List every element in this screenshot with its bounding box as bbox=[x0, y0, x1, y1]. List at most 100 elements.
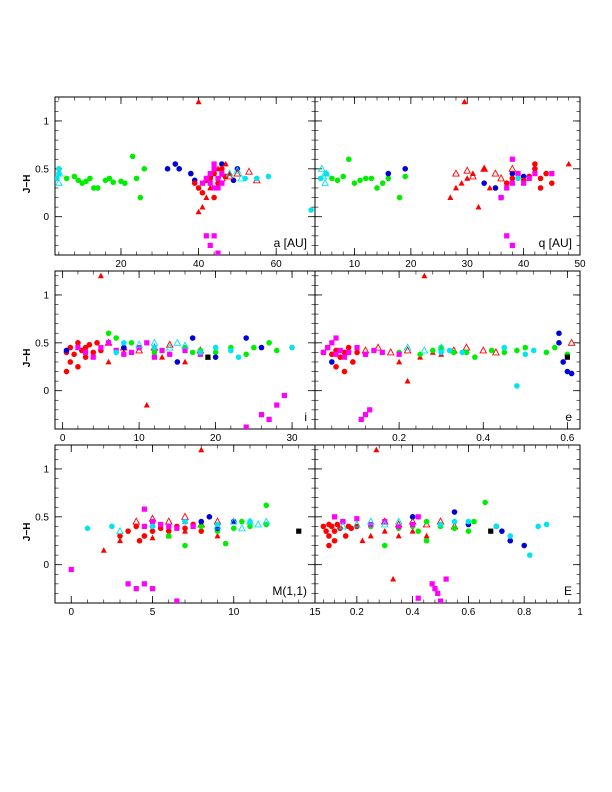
red-circle-point bbox=[354, 349, 360, 356]
red-circle-point bbox=[341, 349, 348, 356]
red-triangle-point bbox=[199, 203, 206, 210]
red-circle-point bbox=[117, 533, 123, 539]
x-tick-label: 0.4 bbox=[406, 607, 420, 618]
cyan-circle-point bbox=[308, 207, 314, 213]
magenta-square-point bbox=[203, 233, 209, 239]
panel-frame bbox=[314, 444, 581, 604]
cyan-circle-point bbox=[235, 354, 242, 360]
y-axis-label: J−H bbox=[22, 175, 33, 194]
magenta-square-point bbox=[320, 349, 327, 355]
magenta-square-point bbox=[371, 347, 377, 354]
red-triangle-point bbox=[143, 401, 150, 408]
y-tick-label: 0 bbox=[43, 560, 49, 571]
green-circle-point bbox=[106, 175, 113, 182]
x-tick-label: 5 bbox=[150, 607, 156, 618]
magenta-square-point bbox=[509, 180, 515, 186]
magenta-square-point bbox=[498, 194, 504, 201]
blue-circle-point bbox=[492, 185, 499, 191]
data-points bbox=[63, 272, 295, 429]
cyan-open-triangle-point bbox=[237, 523, 246, 532]
blue-circle-point bbox=[329, 359, 335, 365]
red-open-triangle-point bbox=[479, 346, 488, 354]
blue-circle-point bbox=[214, 525, 221, 532]
blue-circle-point bbox=[164, 166, 171, 172]
cyan-open-triangle-point bbox=[135, 340, 144, 348]
cyan-circle-point bbox=[56, 166, 62, 172]
x-tick-label: 20 bbox=[210, 433, 222, 444]
red-circle-point bbox=[71, 351, 77, 358]
magenta-square-point bbox=[174, 525, 180, 531]
cyan-circle-point bbox=[265, 173, 272, 180]
red-circle-point bbox=[82, 344, 89, 351]
red-triangle-point bbox=[404, 377, 411, 384]
y-tick-label: 1 bbox=[43, 464, 49, 475]
red-circle-point bbox=[331, 537, 338, 544]
cyan-open-triangle-point bbox=[352, 520, 361, 528]
x-tick-label: 0.8 bbox=[517, 607, 531, 618]
cyan-open-triangle-point bbox=[233, 166, 242, 174]
cyan-circle-point bbox=[113, 349, 119, 356]
magenta-square-point bbox=[144, 340, 150, 346]
red-triangle-point bbox=[359, 537, 366, 544]
red-triangle-point bbox=[461, 98, 468, 105]
green-circle-point bbox=[329, 175, 335, 182]
red-open-triangle-point bbox=[491, 348, 500, 356]
magenta-square-point bbox=[325, 345, 331, 351]
magenta-square-point bbox=[105, 340, 112, 346]
cyan-open-triangle-point bbox=[380, 520, 389, 528]
magenta-square-point bbox=[346, 349, 352, 355]
black-square-point bbox=[488, 528, 494, 534]
magenta-square-point bbox=[432, 586, 438, 592]
x-tick-label: 20 bbox=[405, 259, 417, 270]
cyan-open-triangle-point bbox=[321, 178, 330, 187]
red-circle-point bbox=[67, 344, 74, 351]
blue-circle-point bbox=[556, 340, 562, 346]
y-tick-label: 0.5 bbox=[35, 338, 49, 349]
cyan-circle-point bbox=[530, 347, 537, 354]
magenta-square-point bbox=[133, 586, 139, 592]
green-circle-point bbox=[198, 523, 205, 530]
cyan-circle-point bbox=[438, 349, 444, 356]
magenta-square-point bbox=[443, 576, 449, 582]
red-open-triangle-point bbox=[164, 517, 173, 525]
x-tick-label: 0 bbox=[60, 433, 66, 444]
green-circle-point bbox=[346, 156, 352, 163]
green-circle-point bbox=[137, 194, 144, 201]
red-open-triangle-point bbox=[491, 169, 500, 177]
cyan-circle-point bbox=[289, 344, 295, 351]
green-circle-point bbox=[239, 518, 245, 525]
red-open-triangle-point bbox=[468, 172, 477, 180]
magenta-square-point bbox=[149, 586, 156, 592]
red-circle-point bbox=[75, 340, 81, 346]
red-triangle-point bbox=[195, 98, 202, 105]
green-circle-point bbox=[141, 166, 148, 172]
cyan-circle-point bbox=[465, 518, 472, 525]
magenta-square-point bbox=[215, 175, 221, 181]
cyan-open-triangle-point bbox=[173, 338, 182, 346]
cyan-open-triangle-point bbox=[213, 522, 222, 530]
x-tick-label: 0.4 bbox=[476, 433, 490, 444]
cyan-circle-point bbox=[151, 344, 158, 351]
red-triangle-point bbox=[565, 160, 572, 167]
green-circle-point bbox=[273, 347, 280, 354]
blue-circle-point bbox=[258, 344, 265, 351]
magenta-square-point bbox=[435, 590, 441, 597]
green-circle-point bbox=[451, 349, 457, 356]
red-circle-point bbox=[345, 344, 352, 351]
red-triangle-point bbox=[486, 184, 493, 191]
red-circle-point bbox=[326, 533, 332, 539]
red-circle-point bbox=[125, 528, 131, 534]
blue-circle-point bbox=[409, 514, 416, 520]
blue-circle-point bbox=[385, 170, 392, 177]
magenta-square-point bbox=[333, 335, 339, 341]
x-tick-label: 0.2 bbox=[392, 433, 406, 444]
red-circle-point bbox=[509, 175, 516, 182]
x-tick-label: 0.6 bbox=[560, 433, 574, 444]
green-circle-point bbox=[451, 525, 458, 532]
cyan-circle-point bbox=[507, 533, 514, 539]
red-triangle-point bbox=[105, 358, 112, 365]
magenta-square-point bbox=[82, 349, 89, 355]
green-circle-point bbox=[63, 175, 70, 182]
magenta-square-point bbox=[121, 351, 127, 357]
magenta-square-point bbox=[549, 171, 555, 177]
